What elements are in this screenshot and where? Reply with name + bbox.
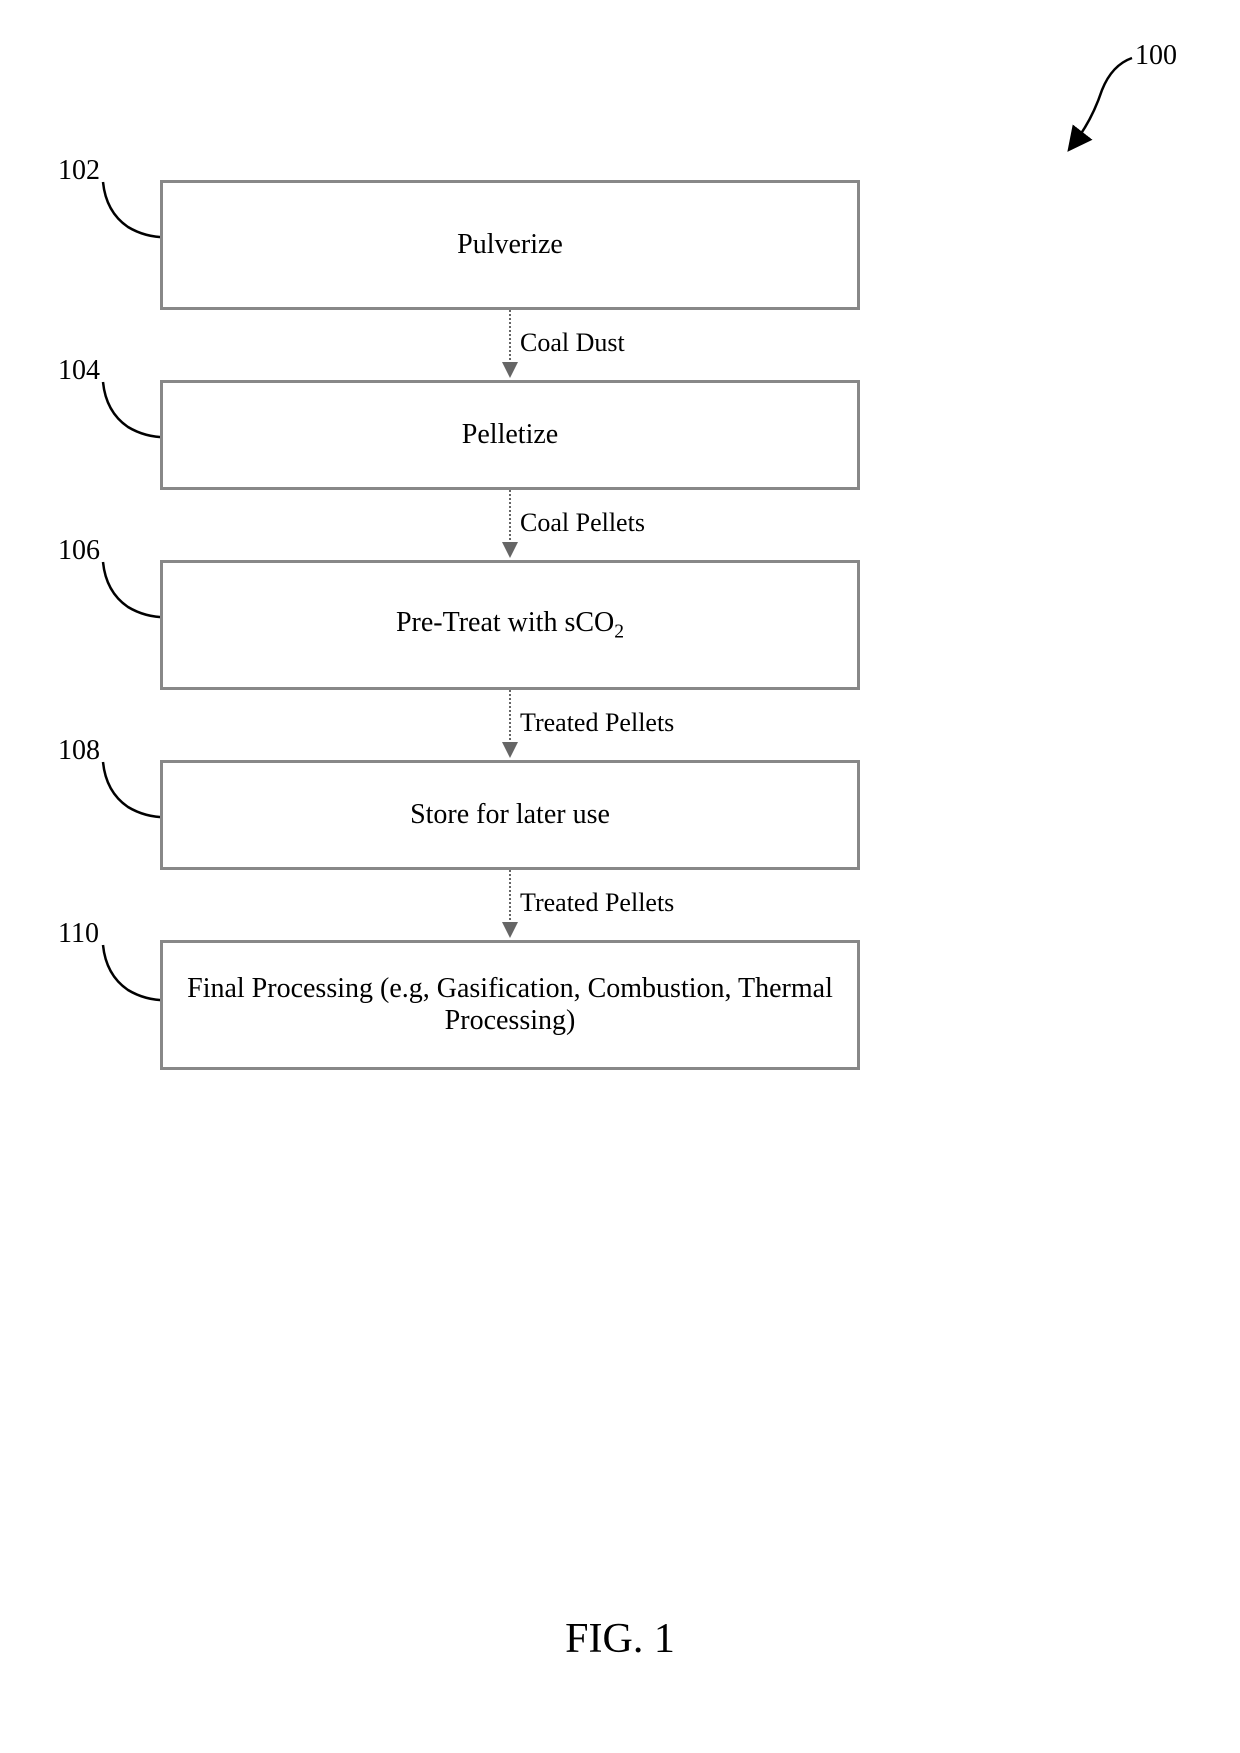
connector-arrow (500, 310, 520, 380)
step-final-processing: Final Processing (e.g, Gasification, Com… (160, 940, 860, 1070)
connector-3: Treated Pellets (160, 690, 860, 760)
connector-arrow (500, 490, 520, 560)
step-label: Pre-Treat with sCO2 (396, 607, 624, 644)
connector-label: Coal Pellets (520, 508, 645, 538)
connector-1: Coal Dust (160, 310, 860, 380)
step-label: Pelletize (462, 419, 558, 451)
step-label: Store for later use (410, 799, 610, 831)
ref-label-100: 100 (1135, 40, 1177, 72)
connector-arrow (500, 690, 520, 760)
connector-label: Coal Dust (520, 328, 625, 358)
step-pretreat: Pre-Treat with sCO2 (160, 560, 860, 690)
step-store: Store for later use (160, 760, 860, 870)
step-pelletize: Pelletize (160, 380, 860, 490)
connector-label: Treated Pellets (520, 708, 674, 738)
ref-label-108: 108 (58, 735, 100, 767)
step-label: Pulverize (457, 229, 563, 261)
step-pulverize: Pulverize (160, 180, 860, 310)
ref-label-102: 102 (58, 155, 100, 187)
callout-arrow (1057, 50, 1147, 160)
figure-title: FIG. 1 (565, 1615, 675, 1663)
ref-label-104: 104 (58, 355, 100, 387)
connector-4: Treated Pellets (160, 870, 860, 940)
ref-label-110: 110 (58, 918, 99, 950)
connector-arrow (500, 870, 520, 940)
connector-2: Coal Pellets (160, 490, 860, 560)
step-label: Final Processing (e.g, Gasification, Com… (183, 973, 837, 1037)
connector-label: Treated Pellets (520, 888, 674, 918)
ref-label-106: 106 (58, 535, 100, 567)
flowchart-container: Pulverize Coal Dust Pelletize Coal Pelle… (160, 180, 860, 1070)
